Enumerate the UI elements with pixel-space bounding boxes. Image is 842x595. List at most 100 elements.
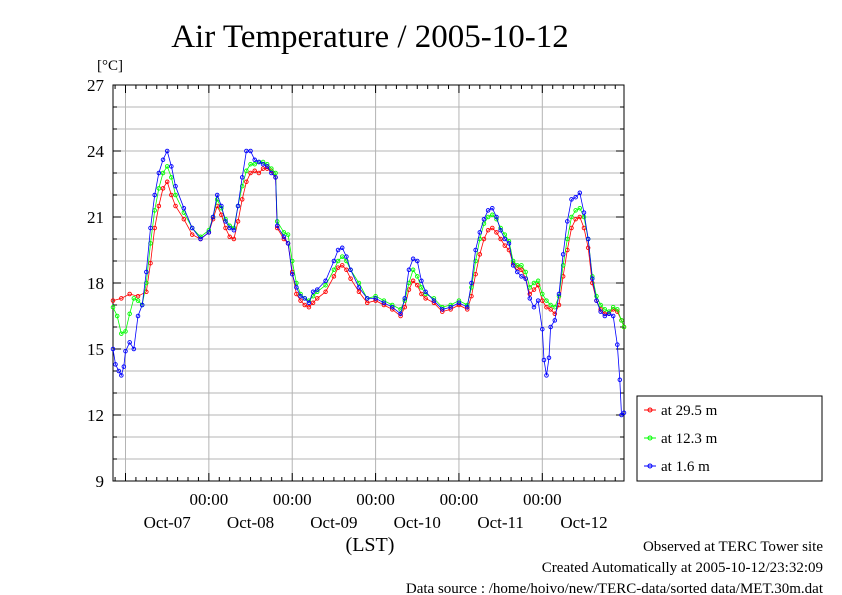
data-point <box>248 170 253 176</box>
data-point <box>119 331 124 336</box>
data-point <box>523 276 528 281</box>
data-point <box>473 247 478 253</box>
data-point <box>335 258 341 264</box>
data-point <box>519 274 524 279</box>
data-point <box>548 302 553 308</box>
data-point <box>119 296 124 301</box>
data-point <box>348 267 353 273</box>
data-point <box>423 289 428 295</box>
data-point <box>415 274 420 279</box>
data-point <box>615 342 620 347</box>
x-tick-time-label: 00:00 <box>189 490 228 509</box>
data-point <box>119 373 124 378</box>
data-point <box>148 225 153 231</box>
legend: at 29.5 m at 12.3 m at 1.6 m <box>636 395 823 482</box>
data-point <box>281 230 287 235</box>
data-point <box>577 214 583 220</box>
x-axis-ticks: 00:00 00:00 00:00 00:00 00:00 Oct-07 Oct-08 Oct… <box>114 85 616 532</box>
data-point <box>531 280 537 286</box>
data-point <box>314 287 320 292</box>
data-point <box>573 208 578 213</box>
data-point <box>610 304 616 310</box>
data-point <box>139 302 145 308</box>
data-point <box>619 318 624 323</box>
data-point <box>569 214 574 220</box>
data-point <box>410 256 416 262</box>
data-point <box>448 304 453 310</box>
data-point <box>581 214 587 220</box>
data-point <box>164 179 170 185</box>
data-point <box>523 269 528 275</box>
data-point <box>415 282 420 288</box>
footer-source: Data source : /home/hoivo/new/TERC-data/… <box>406 581 824 595</box>
data-point <box>590 280 595 286</box>
y-tick-label: 21 <box>87 208 104 227</box>
data-point <box>198 236 203 242</box>
data-point <box>602 313 608 319</box>
data-point <box>606 311 612 317</box>
grid <box>113 84 624 482</box>
y-tick-label: 24 <box>87 142 105 161</box>
data-point <box>223 225 228 231</box>
data-point <box>348 276 353 281</box>
data-point <box>298 298 303 303</box>
data-point <box>114 313 120 319</box>
data-point <box>485 214 491 220</box>
data-point <box>494 214 499 220</box>
data-point <box>110 298 116 303</box>
data-point <box>310 300 316 306</box>
data-point <box>335 265 341 270</box>
data-point <box>323 278 328 284</box>
data-point <box>248 161 253 167</box>
data-point <box>610 313 616 319</box>
data-point <box>415 258 420 264</box>
data-point <box>252 168 257 174</box>
data-point <box>531 304 537 310</box>
data-point <box>577 205 583 211</box>
x-tick-date-label: Oct-12 <box>560 513 607 532</box>
data-point <box>110 304 116 310</box>
data-point <box>164 148 170 154</box>
series-layer <box>110 148 627 418</box>
data-point <box>615 307 620 312</box>
data-point <box>560 263 566 268</box>
data-point <box>121 364 127 369</box>
data-point <box>548 307 553 312</box>
data-point <box>306 304 312 310</box>
data-point <box>173 192 178 198</box>
data-point <box>169 164 174 169</box>
data-point <box>494 230 499 235</box>
data-point <box>544 304 549 310</box>
data-point <box>127 340 132 345</box>
legend-label: at 1.6 m <box>661 459 710 475</box>
data-point <box>431 298 437 303</box>
data-point <box>135 313 141 319</box>
data-point <box>269 170 274 176</box>
data-point <box>510 263 516 268</box>
data-point <box>456 300 462 306</box>
data-point <box>285 241 291 246</box>
data-point <box>419 278 424 284</box>
data-point <box>173 203 178 209</box>
data-point <box>331 274 337 279</box>
data-point <box>490 212 495 218</box>
data-point <box>156 186 162 191</box>
data-point <box>498 236 503 242</box>
data-point <box>235 203 241 209</box>
data-point <box>123 329 128 334</box>
data-point <box>502 243 508 248</box>
data-point <box>302 296 307 301</box>
data-point <box>281 234 287 240</box>
data-point <box>323 282 328 288</box>
data-point <box>594 293 599 299</box>
legend-box <box>636 395 823 482</box>
data-point <box>339 263 345 268</box>
data-point <box>239 197 245 202</box>
data-point <box>519 267 524 273</box>
data-point <box>152 192 157 198</box>
data-point <box>314 296 320 301</box>
data-point <box>515 265 520 270</box>
series-3 <box>110 148 627 418</box>
data-point <box>260 161 266 167</box>
